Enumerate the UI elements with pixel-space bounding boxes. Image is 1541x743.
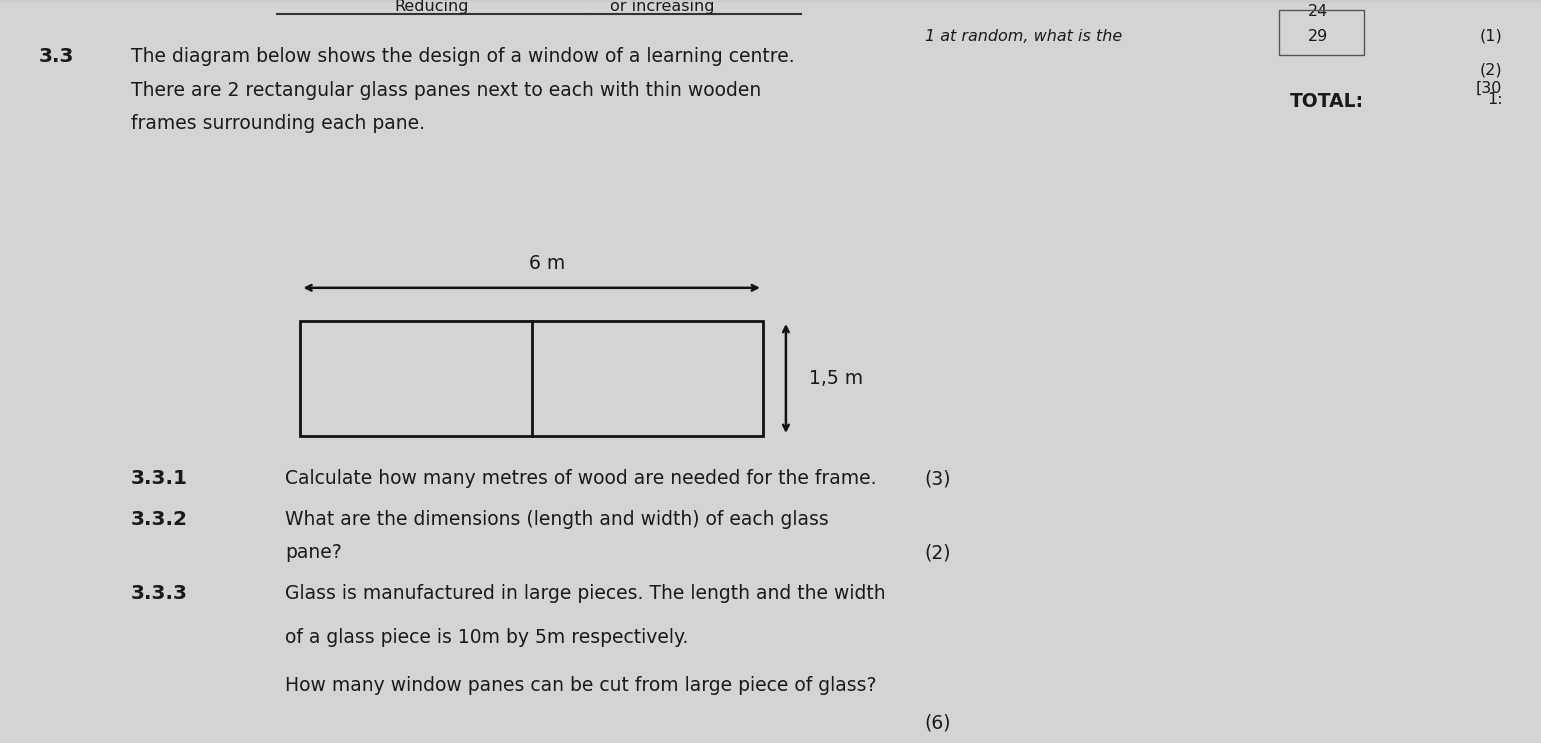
Text: 3.3.3: 3.3.3 <box>131 584 188 603</box>
Text: 3.3.2: 3.3.2 <box>131 510 188 529</box>
Text: 29: 29 <box>1307 29 1328 44</box>
Text: TOTAL:: TOTAL: <box>1290 91 1364 111</box>
Text: [30: [30 <box>1476 80 1502 96</box>
Bar <box>1279 10 1364 55</box>
Text: Calculate how many metres of wood are needed for the frame.: Calculate how many metres of wood are ne… <box>285 469 877 488</box>
Text: (6): (6) <box>925 713 951 733</box>
Text: There are 2 rectangular glass panes next to each with thin wooden: There are 2 rectangular glass panes next… <box>131 80 761 100</box>
Text: (1): (1) <box>1479 29 1502 44</box>
Text: 1,5 m: 1,5 m <box>809 369 863 388</box>
Text: How many window panes can be cut from large piece of glass?: How many window panes can be cut from la… <box>285 676 877 695</box>
Text: 3.3.1: 3.3.1 <box>131 469 188 488</box>
Bar <box>300 321 763 436</box>
Text: Reducing: Reducing <box>394 0 468 14</box>
Text: 24: 24 <box>1307 4 1328 19</box>
Text: 1 at random, what is the: 1 at random, what is the <box>925 29 1122 44</box>
Text: or increasing: or increasing <box>610 0 715 14</box>
Text: 6 m: 6 m <box>529 254 566 273</box>
Text: (2): (2) <box>1479 62 1502 77</box>
Text: 1:: 1: <box>1487 91 1502 107</box>
Text: (2): (2) <box>925 543 951 562</box>
Text: frames surrounding each pane.: frames surrounding each pane. <box>131 114 425 133</box>
Text: Glass is manufactured in large pieces. The length and the width: Glass is manufactured in large pieces. T… <box>285 584 886 603</box>
Text: 3.3: 3.3 <box>39 48 74 66</box>
Text: The diagram below shows the design of a window of a learning centre.: The diagram below shows the design of a … <box>131 48 795 66</box>
Text: What are the dimensions (length and width) of each glass: What are the dimensions (length and widt… <box>285 510 829 529</box>
Text: of a glass piece is 10m by 5m respectively.: of a glass piece is 10m by 5m respective… <box>285 629 689 647</box>
FancyBboxPatch shape <box>0 3 1541 743</box>
Text: pane?: pane? <box>285 543 342 562</box>
Text: (3): (3) <box>925 469 951 488</box>
